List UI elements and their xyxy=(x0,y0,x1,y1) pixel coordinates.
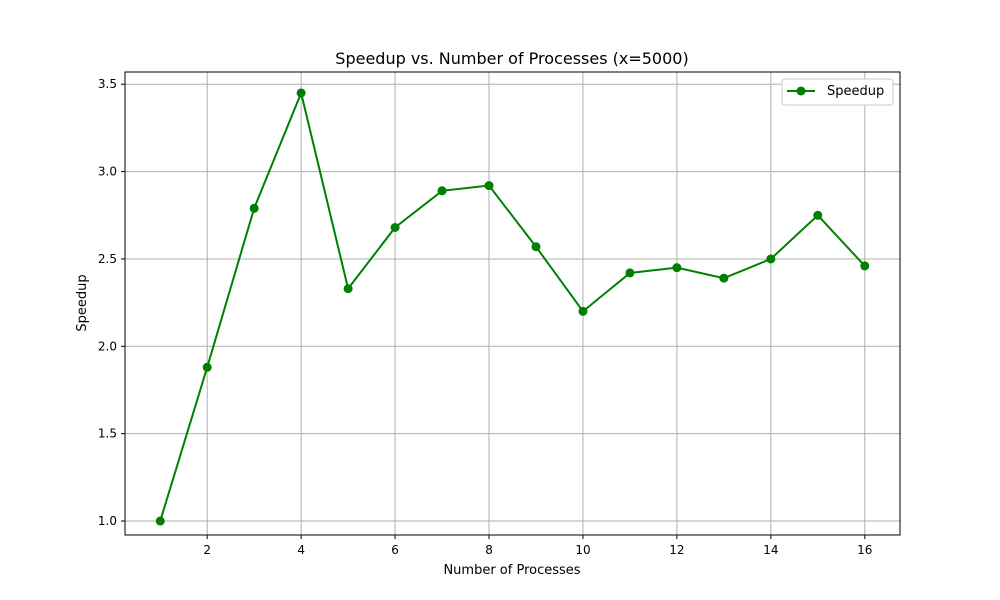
data-point xyxy=(296,88,306,98)
data-point xyxy=(343,284,353,294)
y-axis-ticks: 1.0 1.5 2.0 2.5 3.0 3.5 xyxy=(98,77,125,528)
data-point xyxy=(484,181,494,191)
data-point xyxy=(437,186,447,196)
data-point xyxy=(202,362,212,372)
series-group xyxy=(155,88,870,526)
data-point xyxy=(578,306,588,316)
x-axis-label: Number of Processes xyxy=(443,563,580,578)
data-point xyxy=(813,210,823,220)
y-tick-label: 3.5 xyxy=(98,77,117,91)
data-point xyxy=(766,254,776,264)
y-tick-label: 2.5 xyxy=(98,252,117,266)
x-tick-label: 6 xyxy=(391,543,399,557)
data-point xyxy=(531,242,541,252)
x-axis-ticks: 2 4 6 8 10 12 14 16 xyxy=(203,535,872,557)
x-tick-label: 10 xyxy=(575,543,590,557)
data-point xyxy=(625,268,635,278)
legend-label-speedup: Speedup xyxy=(827,84,884,99)
x-tick-label: 12 xyxy=(669,543,684,557)
data-point xyxy=(155,516,165,526)
grid-lines xyxy=(125,72,900,535)
x-tick-label: 14 xyxy=(763,543,778,557)
legend-box xyxy=(781,78,894,106)
data-point xyxy=(719,273,729,283)
chart-title: Speedup vs. Number of Processes (x=5000) xyxy=(335,49,688,68)
y-axis-label: Speedup xyxy=(75,274,90,331)
x-tick-label: 4 xyxy=(297,543,305,557)
legend-marker-speedup xyxy=(796,86,806,96)
y-tick-label: 3.0 xyxy=(98,165,117,179)
plot-area-frame xyxy=(124,71,901,536)
series-line-speedup xyxy=(159,89,866,522)
y-tick-label: 1.0 xyxy=(98,514,117,528)
x-tick-label: 8 xyxy=(485,543,493,557)
data-point xyxy=(249,203,259,213)
data-point xyxy=(672,263,682,273)
y-tick-label: 2.0 xyxy=(98,339,117,353)
legend: Speedup xyxy=(781,78,894,106)
y-tick-label: 1.5 xyxy=(98,427,117,441)
data-point xyxy=(860,261,870,271)
x-tick-label: 2 xyxy=(203,543,211,557)
data-point xyxy=(390,222,400,232)
x-tick-label: 16 xyxy=(857,543,872,557)
